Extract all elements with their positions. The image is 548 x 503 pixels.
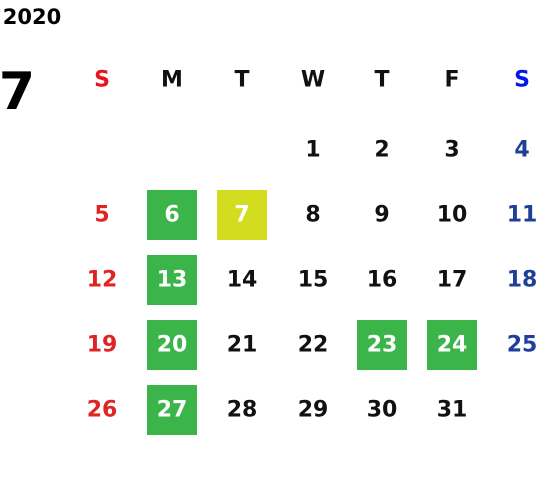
day-number: 29	[298, 398, 329, 423]
day-number: 7	[234, 203, 249, 228]
weekday-label: T	[374, 68, 389, 93]
day-highlight	[147, 385, 197, 435]
day-number: 31	[437, 398, 468, 423]
day-number: 2	[374, 138, 389, 163]
day-number: 23	[367, 333, 398, 358]
day-number: 1	[305, 138, 320, 163]
day-number: 22	[298, 333, 329, 358]
day-number: 16	[367, 268, 398, 293]
day-number: 28	[227, 398, 258, 423]
day-highlight	[147, 255, 197, 305]
weekday-label: M	[161, 68, 183, 93]
day-number: 14	[227, 268, 258, 293]
day-number: 18	[507, 268, 538, 293]
weekday-label: F	[444, 68, 459, 93]
day-highlight	[147, 320, 197, 370]
day-number: 4	[514, 138, 529, 163]
day-number: 10	[437, 203, 468, 228]
weekday-label: S	[514, 68, 530, 93]
weekday-label: S	[94, 68, 110, 93]
weekday-label: T	[234, 68, 249, 93]
month: 7	[0, 62, 35, 122]
day-number: 15	[298, 268, 329, 293]
day-number: 19	[87, 333, 118, 358]
day-highlight	[427, 320, 477, 370]
year: 2020	[3, 5, 61, 29]
day-number: 8	[305, 203, 320, 228]
day-number: 6	[164, 203, 179, 228]
day-number: 9	[374, 203, 389, 228]
day-highlight	[217, 190, 267, 240]
day-number: 30	[367, 398, 398, 423]
day-number: 27	[157, 398, 188, 423]
day-number: 3	[444, 138, 459, 163]
day-number: 12	[87, 268, 118, 293]
day-highlight	[357, 320, 407, 370]
day-number: 25	[507, 333, 538, 358]
day-number: 11	[507, 203, 538, 228]
day-number: 17	[437, 268, 468, 293]
weekday-label: W	[301, 68, 325, 93]
day-number: 5	[94, 203, 109, 228]
day-number: 26	[87, 398, 118, 423]
day-number: 13	[157, 268, 188, 293]
day-number: 20	[157, 333, 188, 358]
day-highlight	[147, 190, 197, 240]
day-number: 21	[227, 333, 258, 358]
day-number: 24	[437, 333, 468, 358]
